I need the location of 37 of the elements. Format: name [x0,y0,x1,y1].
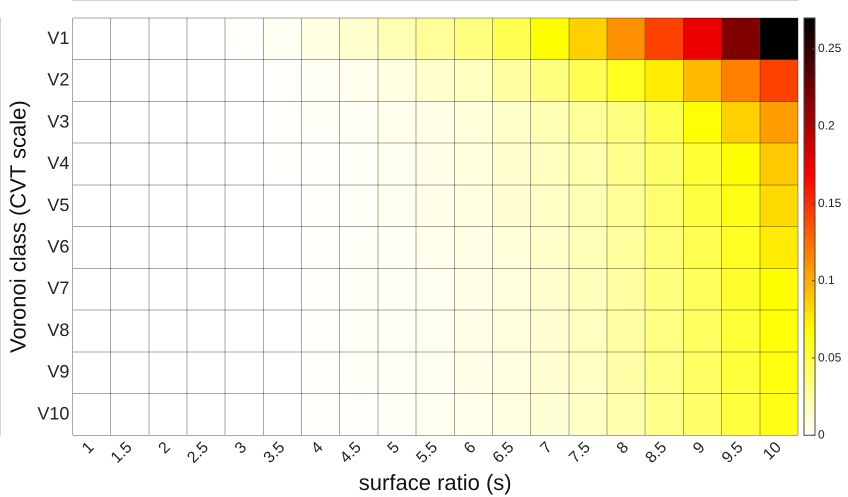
x-tick-label: 9.5 [718,438,747,467]
color-bar-label: 0.1 [818,273,836,288]
x-tick-label: 9 [690,438,709,458]
y-axis-title: Voronoi class (CVT scale) [5,100,30,353]
x-tick-label: 5 [384,438,404,458]
x-tick-label: 1.5 [108,438,136,467]
color-bar-label: 0 [818,428,825,442]
x-tick-label: 2.5 [184,438,212,467]
y-tick-label: V6 [47,236,70,256]
x-tick-label: 3.5 [260,438,288,467]
x-tick-label: 4 [308,438,327,458]
x-tick-label: 6.5 [490,438,518,467]
x-tick-label: 10 [760,438,785,464]
y-tick-label: V10 [37,403,70,424]
y-tick-label: V3 [47,111,70,132]
color-bar-label: 0.2 [818,118,836,132]
x-tick-label: 1 [79,438,98,458]
color-bar-label: 0.05 [818,350,842,364]
y-tick-label: V7 [47,278,70,298]
x-tick-label: 5.5 [413,438,442,467]
x-tick-label: 7 [537,438,556,458]
y-tick-label: V2 [47,70,70,90]
x-tick-label: 6 [461,438,480,458]
x-tick-label: 2 [156,438,174,458]
x-tick-label: 8 [614,438,632,458]
color-bar-label: 0.25 [818,41,842,56]
x-axis-title: surface ratio (s) [358,470,512,495]
y-tick-label: V5 [47,194,70,215]
x-tick-label: 8.5 [642,438,670,467]
y-tick-label: V8 [47,320,70,340]
y-tick-label: V9 [47,362,70,382]
y-tick-label: V4 [47,153,70,174]
x-tick-label: 3 [232,438,250,458]
x-tick-label: 7.5 [566,438,594,467]
y-tick-label: V1 [47,28,70,48]
color-bar-label: 0.15 [818,196,842,210]
x-tick-label: 4.5 [337,438,365,467]
